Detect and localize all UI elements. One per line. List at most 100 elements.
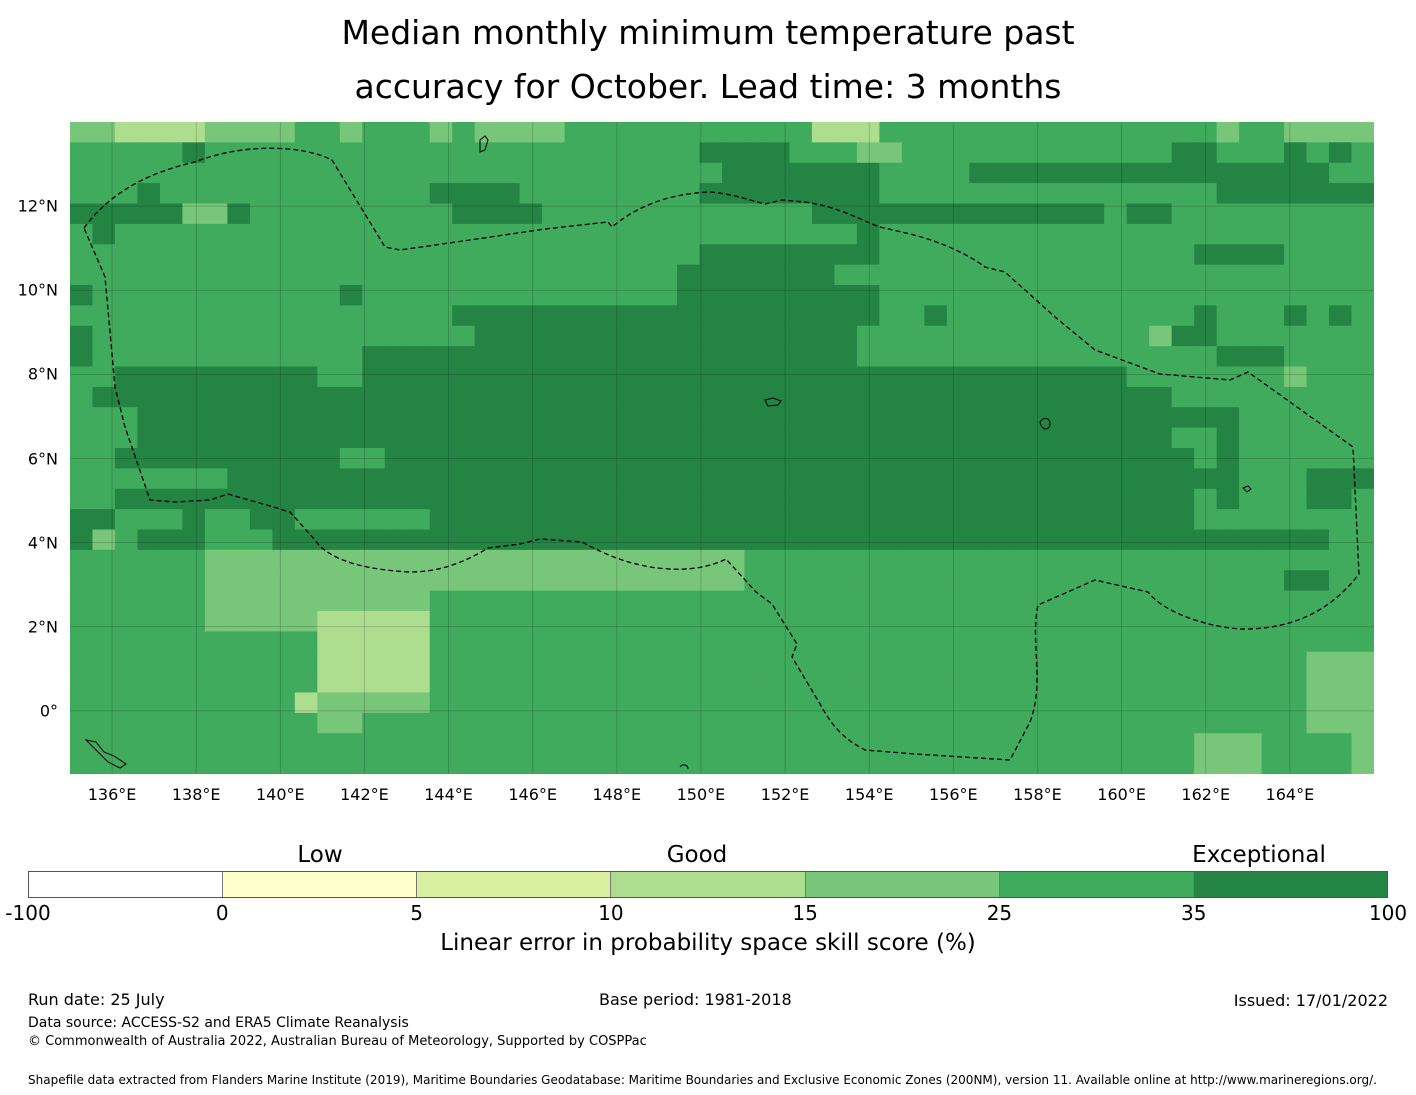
grid-cell — [339, 651, 363, 673]
grid-cell — [699, 712, 723, 734]
grid-cell — [137, 386, 161, 408]
run-date: Run date: 25 July — [28, 990, 165, 1009]
grid-cell — [722, 570, 746, 592]
grid-cell — [1194, 712, 1218, 734]
grid-cell — [564, 570, 588, 592]
grid-cell — [609, 183, 633, 205]
grid-cell — [362, 651, 386, 673]
island-guam-outline — [479, 135, 489, 153]
grid-cell — [272, 733, 296, 755]
grid-cell — [137, 122, 161, 143]
grid-cell — [1014, 183, 1038, 205]
grid-cell — [1329, 427, 1353, 449]
grid-cell — [744, 386, 768, 408]
grid-cell — [1126, 651, 1150, 673]
grid-cell — [407, 386, 431, 408]
grid-cell — [249, 651, 273, 673]
grid-cell — [879, 305, 903, 327]
grid-cell — [474, 672, 498, 694]
grid-cell — [1194, 183, 1218, 205]
grid-cell — [564, 203, 588, 225]
grid-cell — [677, 753, 701, 774]
grid-cell — [744, 162, 768, 184]
grid-cell — [564, 244, 588, 266]
grid-cell — [182, 651, 206, 673]
map-canvas — [70, 122, 1374, 774]
grid-cell — [946, 203, 970, 225]
grid-cell — [497, 509, 521, 531]
grid-cell — [542, 712, 566, 734]
grid-cell — [856, 305, 880, 327]
grid-cell — [182, 285, 206, 306]
grid-cell — [272, 162, 296, 184]
grid-cell — [1036, 468, 1060, 490]
grid-cell — [429, 346, 453, 368]
grid-cell — [272, 142, 296, 164]
grid-cell — [1149, 529, 1173, 551]
grid-cell — [766, 386, 791, 408]
grid-cell — [609, 753, 633, 774]
grid-cell — [1059, 305, 1083, 327]
grid-cell — [1239, 611, 1263, 632]
grid-cell — [722, 244, 746, 266]
grid-cell — [272, 753, 296, 774]
grid-cell — [1081, 651, 1105, 673]
grid-cell — [317, 305, 341, 327]
grid-cell — [249, 611, 273, 632]
grid-cell — [654, 142, 678, 164]
grid-cell — [384, 223, 408, 245]
grid-cell — [766, 264, 791, 286]
grid-cell — [542, 672, 566, 694]
grid-cell — [384, 386, 408, 408]
grid-cell — [362, 448, 386, 469]
grid-cell — [249, 753, 273, 774]
grid-cell — [70, 386, 94, 408]
grid-cell — [1171, 346, 1195, 368]
grid-cell — [856, 448, 880, 469]
grid-cell — [1059, 570, 1083, 592]
grid-cell — [1036, 529, 1060, 551]
grid-cell — [474, 223, 498, 245]
grid-cell — [699, 672, 723, 694]
grid-cell — [1104, 753, 1128, 774]
grid-cell — [317, 611, 341, 632]
grid-cell — [227, 325, 251, 347]
grid-cell — [1059, 590, 1083, 612]
grid-cell — [429, 570, 453, 592]
grid-cell — [92, 570, 116, 592]
grid-cell — [1306, 346, 1330, 368]
grid-cell — [654, 712, 678, 734]
grid-cell — [1284, 448, 1308, 469]
grid-cell — [1239, 305, 1263, 327]
grid-cell — [564, 753, 588, 774]
grid-cell — [789, 753, 813, 774]
grid-cell — [1239, 468, 1263, 490]
grid-cell — [182, 672, 206, 694]
grid-cell — [182, 448, 206, 469]
grid-cell — [1149, 346, 1173, 368]
grid-cell — [677, 590, 701, 612]
grid-cell — [339, 325, 363, 347]
grid-cell — [1014, 366, 1038, 388]
grid-cell — [1261, 223, 1285, 245]
grid-cell — [1284, 244, 1308, 266]
grid-cell — [429, 672, 453, 694]
category-low: Low — [297, 842, 343, 868]
grid-cell — [1171, 672, 1195, 694]
grid-cell — [1284, 753, 1308, 774]
grid-cell — [92, 712, 116, 734]
grid-cell — [789, 142, 813, 164]
grid-cell — [991, 488, 1015, 510]
grid-cell — [1059, 692, 1083, 714]
grid-cell — [407, 753, 431, 774]
grid-cell — [1126, 590, 1150, 612]
grid-cell — [609, 590, 633, 612]
grid-cell — [542, 753, 566, 774]
grid-cell — [1059, 611, 1083, 632]
grid-cell — [564, 549, 588, 571]
grid-cell — [1149, 753, 1173, 774]
grid-cell — [722, 386, 746, 408]
grid-cell — [249, 142, 273, 164]
grid-cell — [429, 753, 453, 774]
grid-cell — [1194, 590, 1218, 612]
